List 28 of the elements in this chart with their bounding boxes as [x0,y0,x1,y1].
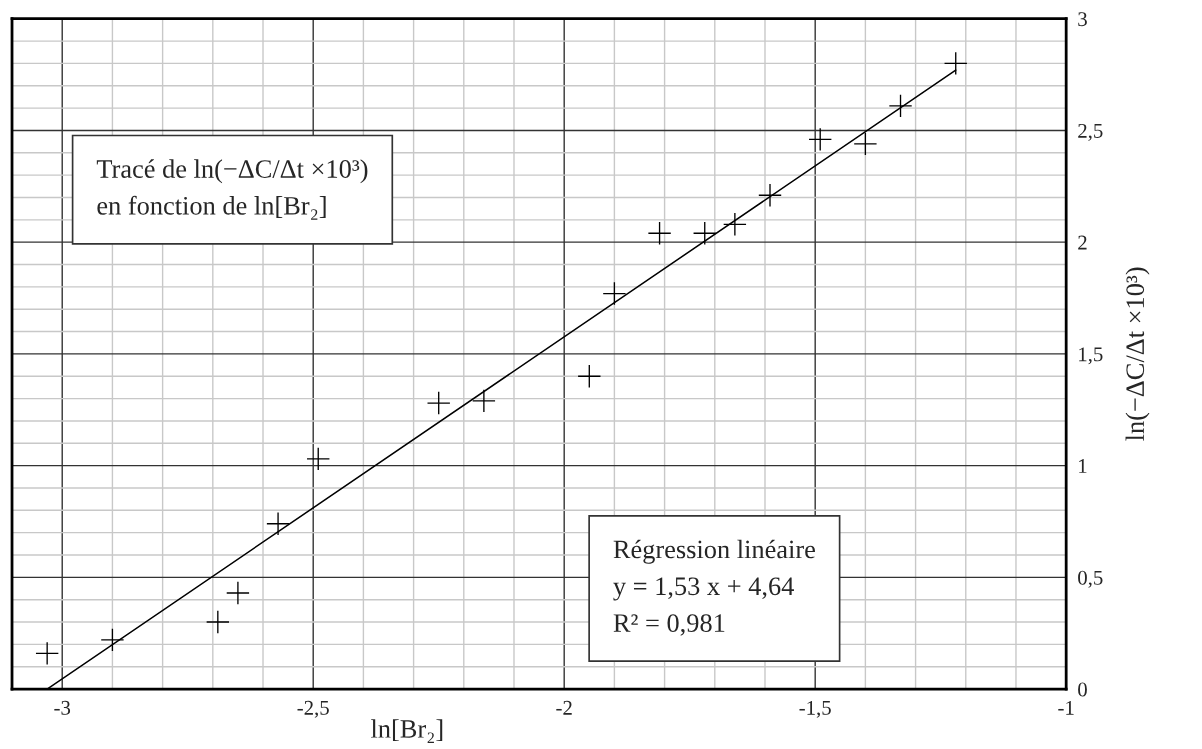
x-axis-title: ln[Br₂] [371,719,443,743]
y-axis-title: ln(−ΔC/Δt ×10³) [1125,267,1150,441]
x-tick-label: -2 [556,700,572,715]
y-tick-label: 2,5 [1078,123,1103,141]
x-tick-label: -2,5 [297,700,329,718]
annotation: Régression linéaire y = 1,53 x + 4,64 R² = 0,981 [613,539,815,636]
point [307,447,330,471]
point [101,628,124,652]
y-tick-label: 3 [1078,12,1087,27]
point [723,213,747,236]
y-tick-label: 0 [1078,682,1087,697]
point [266,512,290,535]
point [472,389,496,413]
point [889,94,912,118]
point [854,132,877,156]
annotation: Tracé de ln(−ΔC/Δt ×10³) en fonction de ln[Br₂] [96,159,368,220]
point [758,184,782,207]
point [206,610,230,634]
x-tick-label: -3 [54,700,71,715]
y-tick-label: 1,5 [1079,347,1103,365]
x-tick-label: -1,5 [799,700,831,718]
point [35,642,59,665]
y-tick-label: 1 [1079,459,1087,473]
point [427,391,450,415]
x-tick-label: -1 [1058,700,1074,715]
y-tick-label: 0,5 [1078,570,1103,588]
y-tick-label: 2 [1078,235,1087,250]
point [226,581,250,605]
